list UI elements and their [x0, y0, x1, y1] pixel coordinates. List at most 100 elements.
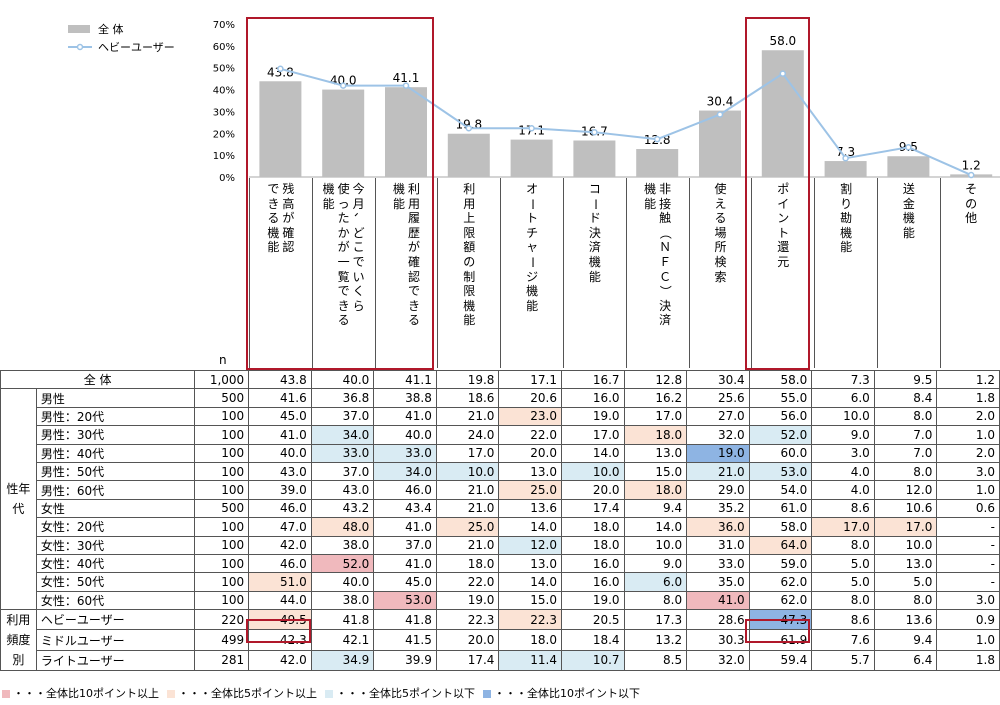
line-marker [905, 144, 912, 151]
table-cell: 14.0 [498, 517, 562, 537]
table-cell: 18.0 [623, 425, 688, 445]
table-cell: 38.0 [310, 590, 375, 611]
table-cell: 16.2 [623, 388, 688, 408]
table-cell: 5.7 [811, 649, 875, 672]
table-cell: 37.0 [310, 461, 375, 482]
row-label: 男性：40代 [35, 443, 196, 463]
table-cell: 19.8 [435, 369, 500, 390]
table-cell: 34.9 [310, 649, 375, 672]
table-cell: 13.2 [623, 629, 688, 651]
row-label: 女性：20代 [35, 517, 196, 537]
table-cell: 8.4 [873, 388, 938, 408]
table-cell: 45.0 [248, 406, 312, 427]
legend-swatch [167, 690, 175, 698]
table-cell: 15.0 [498, 590, 562, 611]
table-cell: 10.6 [873, 498, 938, 519]
bar [259, 81, 302, 177]
table-cell: 15.0 [623, 461, 688, 482]
table-cell: 41.0 [248, 425, 312, 445]
table-cell: 10.7 [560, 649, 625, 672]
category-header-line: オートチャージ機能 [525, 182, 540, 313]
table-cell: 12.0 [498, 535, 562, 555]
table-row: 利用 頻度別ヘビーユーザー 220 49.5 41.8 41.8 22.3 22.3 20.5 1… [0, 609, 1000, 672]
table-cell: 17.3 [623, 609, 688, 631]
row-n: 499 [194, 629, 250, 651]
table-cell: 25.0 [498, 480, 562, 500]
table-row: ライトユーザー 281 42.0 34.9 39.9 17.4 11.4 10.7 8.5 32.… [1, 649, 1000, 672]
row-n: 100 [194, 517, 250, 537]
table-cell: 39.9 [373, 649, 437, 672]
row-n: 100 [194, 535, 250, 555]
table-row: 女性：60代 100 44.0 38.0 53.0 19.0 15.0 19.0 8.0 41.0… [1, 590, 1000, 611]
table-cell: 54.0 [748, 480, 813, 500]
table-cell: 24.0 [435, 425, 500, 445]
table-cell: 56.0 [748, 406, 813, 427]
legend-line-marker [76, 43, 84, 51]
row-label: 男性：60代 [35, 480, 196, 500]
bar [447, 133, 490, 177]
category-header: 利用履歴が確認できる機能 [374, 178, 438, 368]
legend-item: ・・・全体比5ポイント以下 [325, 685, 475, 701]
category-header-line: 使ったかが一覧できる [337, 182, 350, 328]
table-cell: 8.5 [623, 649, 688, 672]
table-row: 男性：60代 100 39.0 43.0 46.0 21.0 25.0 20.0 18.0 29.… [1, 480, 1000, 500]
table-cell: 53.0 [373, 590, 437, 611]
y-tick-label: 0% [219, 173, 235, 184]
table-cell: 1.0 [936, 629, 1000, 651]
row-label: 女性：40代 [35, 553, 196, 574]
table-cell: 1.8 [936, 388, 1000, 408]
bar [322, 89, 365, 177]
table-cell: 22.3 [435, 609, 500, 631]
table-cell: - [936, 535, 1000, 555]
table-cell: 44.0 [248, 590, 312, 611]
table-cell: 8.0 [873, 590, 938, 611]
line-marker [716, 111, 724, 118]
table-cell: 6.0 [623, 572, 688, 592]
table-cell: 18.0 [560, 535, 625, 555]
row-label: ミドルユーザー [35, 629, 196, 651]
table-cell: 13.0 [873, 553, 938, 574]
table-cell: 2.0 [936, 443, 1000, 463]
row-n: 500 [194, 388, 250, 408]
table-cell: 52.0 [310, 553, 375, 574]
table-cell: - [936, 572, 1000, 592]
bar [824, 161, 867, 177]
table-cell: 25.0 [435, 517, 500, 537]
heavy-user-line [280, 67, 972, 176]
table-cell: 40.0 [310, 369, 375, 390]
category-header: 使える場所検索 [688, 178, 752, 368]
table-cell: 8.0 [623, 590, 688, 611]
y-tick-label: 40% [213, 86, 235, 97]
y-tick-label: 10% [213, 151, 235, 162]
category-header: コード決済機能 [563, 178, 626, 368]
table-cell: 17.0 [623, 406, 688, 427]
category-header-line: コード決済機能 [588, 182, 603, 284]
table-cell: - [936, 553, 1000, 574]
table-cell: 27.0 [686, 406, 750, 427]
table-cell: 18.4 [560, 629, 625, 651]
category-header: 非接触（Ｎ Ｆ Ｃ）決済機能 [625, 178, 689, 368]
table-cell: 16.0 [560, 553, 625, 574]
table-cell: 21.0 [435, 480, 500, 500]
table-cell: 19.0 [560, 406, 625, 427]
table-cell: 33.0 [373, 443, 437, 463]
table-row: 全 体 1,000 43.8 40.0 41.1 19.8 17.1 16.7 12.8 30.4… [0, 369, 1000, 390]
line-marker [967, 171, 975, 179]
row-label: 女性：50代 [35, 572, 196, 592]
category-header: その他 [939, 178, 1000, 368]
table-cell: 13.0 [498, 553, 562, 574]
table-cell: 17.0 [435, 443, 500, 463]
bar-data-label: 1.2 [962, 158, 981, 172]
table-cell: 43.0 [310, 480, 375, 500]
table-row: 女性：20代 100 47.0 48.0 41.0 25.0 14.0 18.0 14.0 36.… [1, 517, 1000, 537]
table-cell: 7.0 [873, 443, 938, 463]
crosstab-table: 全 体 1,000 43.8 40.0 41.1 19.8 17.1 16.7 12.8 30.4… [0, 369, 1000, 672]
row-label: 男性：20代 [35, 406, 196, 427]
table-cell: 5.0 [873, 572, 938, 592]
table-cell: 46.0 [373, 480, 437, 500]
bar [385, 87, 427, 177]
row-n: 100 [194, 461, 250, 482]
legend-item: ・・・全体比10ポイント以下 [483, 685, 640, 701]
table-cell: 29.0 [686, 480, 750, 500]
table-cell: 1.0 [936, 480, 1000, 500]
